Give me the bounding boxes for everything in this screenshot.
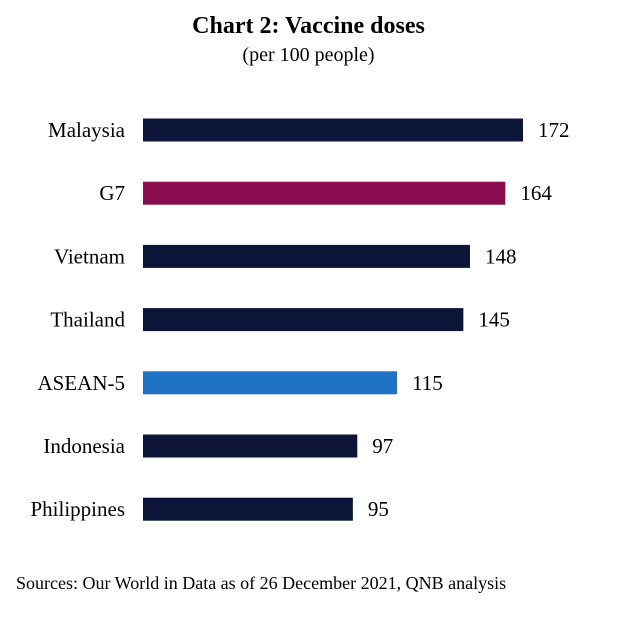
bar-chart: Malaysia 172 G7 164 Vietnam 148 Thailand 145 ASE…: [30, 118, 570, 521]
chart-subtitle: (per 100 people): [242, 44, 375, 66]
bar-thailand: [143, 308, 464, 332]
category-label-malaysia: Malaysia: [48, 118, 126, 142]
category-label-indonesia: Indonesia: [43, 434, 125, 458]
bar-malaysia: [143, 118, 523, 142]
value-label-indonesia: 97: [372, 434, 393, 458]
category-label-asean-5: ASEAN-5: [38, 371, 126, 395]
value-label-g7: 164: [520, 181, 552, 205]
chart-title: Chart 2: Vaccine doses: [192, 13, 425, 39]
bar-asean-5: [143, 371, 398, 395]
category-label-philippines: Philippines: [30, 497, 125, 521]
category-label-g7: G7: [99, 181, 125, 205]
bar-vietnam: [143, 244, 470, 268]
value-label-philippines: 95: [368, 497, 389, 521]
value-label-asean-5: 115: [412, 371, 443, 395]
bar-indonesia: [143, 434, 358, 458]
value-label-malaysia: 172: [538, 118, 570, 142]
category-label-vietnam: Vietnam: [54, 244, 125, 268]
bar-g7: [143, 181, 506, 205]
bar-philippines: [143, 497, 353, 521]
value-label-vietnam: 148: [485, 244, 517, 268]
source-note: Sources: Our World in Data as of 26 Dece…: [16, 573, 507, 593]
category-label-thailand: Thailand: [50, 308, 125, 332]
value-label-thailand: 145: [478, 308, 510, 332]
